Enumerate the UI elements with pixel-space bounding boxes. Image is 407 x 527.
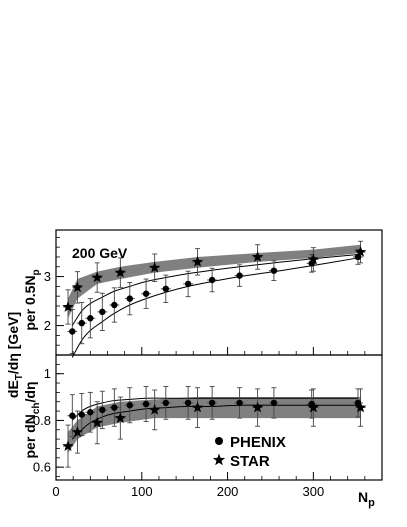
bottom-phenix-upper-curve [71,397,358,421]
top-phenix-point [99,308,106,316]
bottom-axis-ticks: 0.6 0.8 1 0 100 200 300 [33,363,366,499]
bottom-star-point [307,401,320,413]
top-axis-ticks: 23 [44,236,366,356]
top-phenix-point [270,267,278,274]
bottom-y-tick-label: 0.8 [33,413,51,428]
bottom-phenix-point [162,399,170,407]
bottom-star-point [354,401,367,413]
top-phenix-point [236,272,243,279]
top-y-tick-label: 3 [44,269,51,284]
bottom-star-point [91,416,103,428]
energy-annotation: 200 GeV [72,245,128,261]
top-phenix-point [126,295,133,302]
shared-y-axis-title-tail: /dη [GeV] [5,312,21,374]
shared-y-axis-title-sub: T [14,374,25,380]
bottom-phenix-point [236,399,243,407]
bottom-x-tick-label: 200 [217,484,239,499]
bottom-y-axis-title-tail: /dη [22,381,38,402]
top-star-band [68,244,361,319]
bottom-phenix-point [270,399,278,407]
top-star-point [148,261,161,273]
top-phenix-point [208,276,216,284]
top-y-axis-title: per 0.5Np [22,269,42,330]
x-axis-title-sub: p [368,497,375,509]
top-phenix-upper-curve [71,254,359,326]
bottom-panel-frame [55,354,383,481]
bottom-star-point [148,403,161,415]
bottom-markers [62,399,367,451]
bottom-x-tick-label: 100 [131,484,153,499]
bottom-phenix-point [78,411,85,418]
top-star-band-area [68,244,361,319]
bottom-star-point [191,401,204,413]
bottom-phenix-point [69,412,76,419]
top-phenix-point [111,301,118,309]
bottom-y-tick-label: 0.6 [33,460,51,475]
legend-star-marker [212,453,226,466]
bottom-phenix-point [111,404,118,411]
top-phenix-point [69,328,76,335]
legend-phenix-marker [215,437,223,445]
top-star-point [354,246,367,257]
bottom-y-axis-title: per dNch/dη [22,381,42,458]
legend-phenix-label: PHENIX [230,434,286,451]
bottom-phenix-point [208,399,216,407]
bottom-star-band-area [68,397,361,454]
bottom-x-tick-label: 0 [52,484,59,499]
top-star-point [114,266,127,278]
top-star-point [307,253,320,265]
bottom-phenix-point [184,399,192,407]
top-markers [62,246,367,335]
bottom-star-point [62,440,74,451]
bottom-star-point [71,426,84,437]
top-star-point [91,271,103,283]
bottom-phenix-point [126,402,133,409]
top-phenix-point [142,290,150,297]
legend: PHENIX STAR [212,434,286,470]
top-panel: 23 200 GeV [44,229,383,358]
bottom-panel: 0.6 0.8 1 0 100 200 300 [33,354,383,499]
top-y-tick-label: 2 [44,318,51,333]
top-phenix-point [162,285,170,293]
bottom-phenix-point [142,400,150,408]
top-star-point [251,250,264,262]
top-phenix-lower-curve [71,257,359,358]
top-star-point [71,281,84,293]
legend-star-label: STAR [230,453,270,470]
top-phenix-curves [71,254,359,358]
top-y-axis-title-main: per 0.5N [22,275,38,330]
bottom-phenix-point [99,406,106,414]
bottom-phenix-point [87,409,94,416]
shared-y-axis-title-main: dE [5,380,21,398]
bottom-y-axis-title-sub: ch [31,402,42,414]
x-axis-title-main: N [358,489,368,505]
top-star-point [62,300,74,312]
top-star-point [191,255,204,267]
bottom-star-band [68,397,361,454]
bottom-star-point [251,401,264,413]
top-phenix-point [184,280,192,288]
top-phenix-point [87,315,94,322]
top-y-axis-title-sub: p [31,269,42,275]
top-phenix-point [354,253,362,261]
bottom-y-tick-label: 1 [44,366,51,381]
bottom-y-axis-title-main: per dN [22,414,38,458]
x-axis-title: Np [358,489,375,509]
bottom-star-point [114,412,127,423]
bottom-x-tick-label: 300 [303,484,325,499]
top-phenix-point [78,319,85,327]
shared-y-axis-title: dET/dη [GeV] [5,312,25,398]
